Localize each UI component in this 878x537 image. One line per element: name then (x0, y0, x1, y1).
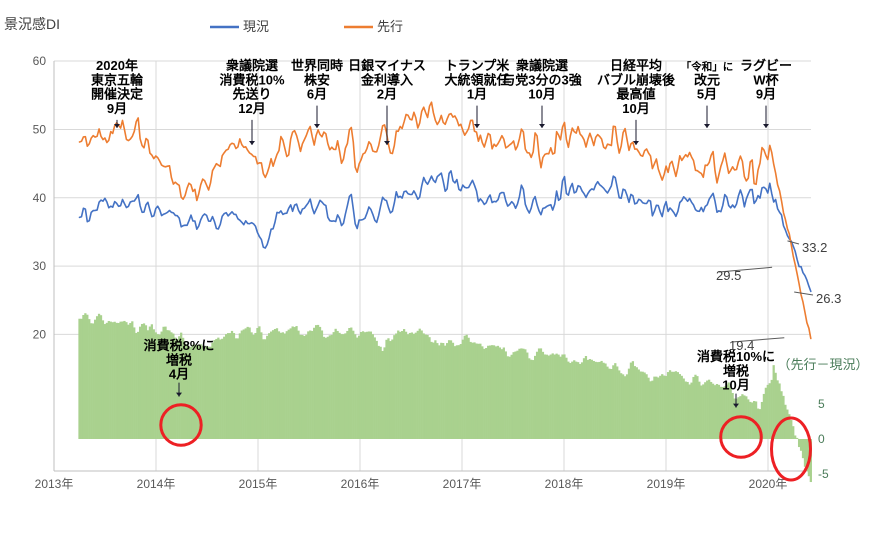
svg-text:20: 20 (33, 327, 47, 341)
svg-text:2019年: 2019年 (647, 477, 686, 491)
svg-text:5: 5 (818, 397, 825, 411)
svg-text:26.3: 26.3 (816, 291, 841, 306)
svg-text:現況: 現況 (243, 19, 269, 34)
svg-text:景況感DI: 景況感DI (4, 16, 60, 32)
svg-text:2018年: 2018年 (545, 477, 584, 491)
svg-text:50: 50 (33, 123, 47, 137)
svg-text:2017年: 2017年 (443, 477, 482, 491)
svg-text:60: 60 (33, 54, 47, 68)
svg-text:2016年: 2016年 (341, 477, 380, 491)
svg-text:19.4: 19.4 (729, 338, 754, 353)
svg-text:2015年: 2015年 (239, 477, 278, 491)
svg-text:2014年: 2014年 (137, 477, 176, 491)
svg-text:2020年: 2020年 (749, 477, 788, 491)
svg-text:-5: -5 (818, 467, 829, 481)
svg-text:2013年: 2013年 (35, 477, 74, 491)
svg-text:（先行－現況）: （先行－現況） (777, 357, 868, 372)
svg-text:33.2: 33.2 (802, 240, 827, 255)
svg-text:先行: 先行 (377, 19, 403, 34)
svg-text:29.5: 29.5 (716, 268, 741, 283)
svg-text:40: 40 (33, 191, 47, 205)
svg-text:30: 30 (33, 259, 47, 273)
svg-text:0: 0 (818, 432, 825, 446)
